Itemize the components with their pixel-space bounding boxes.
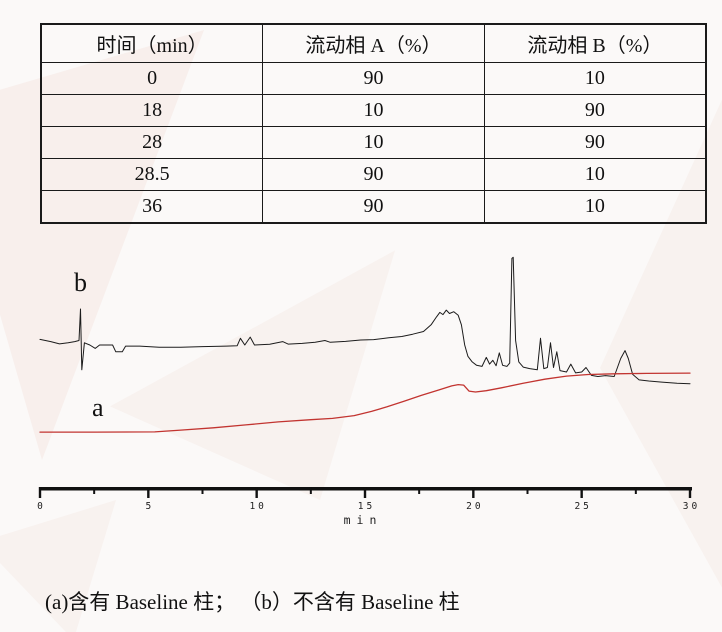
x-axis-minor-tick xyxy=(93,487,96,494)
x-axis-tick-label: 20 xyxy=(466,501,483,512)
table-cell: 90 xyxy=(483,126,707,159)
table-header-row: 时间（min） 流动相 A（%） 流动相 B（%） xyxy=(40,23,707,63)
x-axis-tick-label: 5 xyxy=(145,501,154,512)
table-cell: 10 xyxy=(483,62,707,95)
x-axis-tick-label: 15 xyxy=(358,501,375,512)
x-axis-major-tick xyxy=(688,487,692,498)
x-axis-minor-tick xyxy=(634,487,637,494)
table-row: 18 10 90 xyxy=(40,94,707,127)
header-time: 时间（min） xyxy=(40,23,264,63)
gradient-table-body: 0 90 10 18 10 90 28 10 90 28.5 90 10 36 90 10 xyxy=(40,62,707,224)
table-row: 0 90 10 xyxy=(40,62,707,95)
table-cell: 28.5 xyxy=(40,158,264,191)
table-cell: 10 xyxy=(262,94,485,127)
x-axis-tick-label: 25 xyxy=(574,501,591,512)
header-mobile-phase-a: 流动相 A（%） xyxy=(262,23,485,63)
x-axis-major-tick xyxy=(255,487,258,498)
table-cell: 0 xyxy=(40,62,264,95)
table-row: 28.5 90 10 xyxy=(40,158,707,191)
table-cell: 90 xyxy=(483,94,707,127)
table-cell: 18 xyxy=(40,94,264,127)
table-row: 28 10 90 xyxy=(40,126,707,159)
x-axis-tick-label: 0 xyxy=(37,501,46,512)
table-cell: 90 xyxy=(262,190,485,224)
x-axis-major-tick xyxy=(580,487,583,498)
table-cell: 28 xyxy=(40,126,264,159)
x-axis-minor-tick xyxy=(201,487,204,494)
header-mobile-phase-b: 流动相 B（%） xyxy=(483,23,707,63)
table-cell: 10 xyxy=(262,126,485,159)
trace-label-b: b xyxy=(74,268,87,297)
table-cell: 10 xyxy=(483,190,707,224)
trace-label-a: a xyxy=(92,393,104,422)
x-axis-major-tick xyxy=(38,487,42,498)
table-cell: 10 xyxy=(483,158,707,191)
x-axis-major-tick xyxy=(147,487,150,498)
table-row: 36 90 10 xyxy=(40,190,707,224)
x-axis-tick-label: 10 xyxy=(249,501,266,512)
x-axis-minor-tick xyxy=(418,487,421,494)
table-cell: 90 xyxy=(262,158,485,191)
x-axis-minor-tick xyxy=(526,487,529,494)
figure-caption: (a)含有 Baseline 柱； （b）不含有 Baseline 柱 xyxy=(45,590,460,614)
gradient-table: 时间（min） 流动相 A（%） 流动相 B（%） 0 90 10 18 10 90 28 1… xyxy=(40,23,707,224)
x-axis-major-tick xyxy=(363,487,367,498)
trace-a xyxy=(39,372,691,433)
table-cell: 36 xyxy=(40,190,264,224)
gradient-table-header: 时间（min） 流动相 A（%） 流动相 B（%） xyxy=(40,23,707,63)
trace-b xyxy=(39,256,691,385)
x-axis-tick-label: 30 xyxy=(683,501,700,512)
x-axis-title: min xyxy=(344,513,383,527)
x-axis-minor-tick xyxy=(309,487,312,494)
x-axis-major-tick xyxy=(472,487,475,498)
table-cell: 90 xyxy=(262,62,485,95)
